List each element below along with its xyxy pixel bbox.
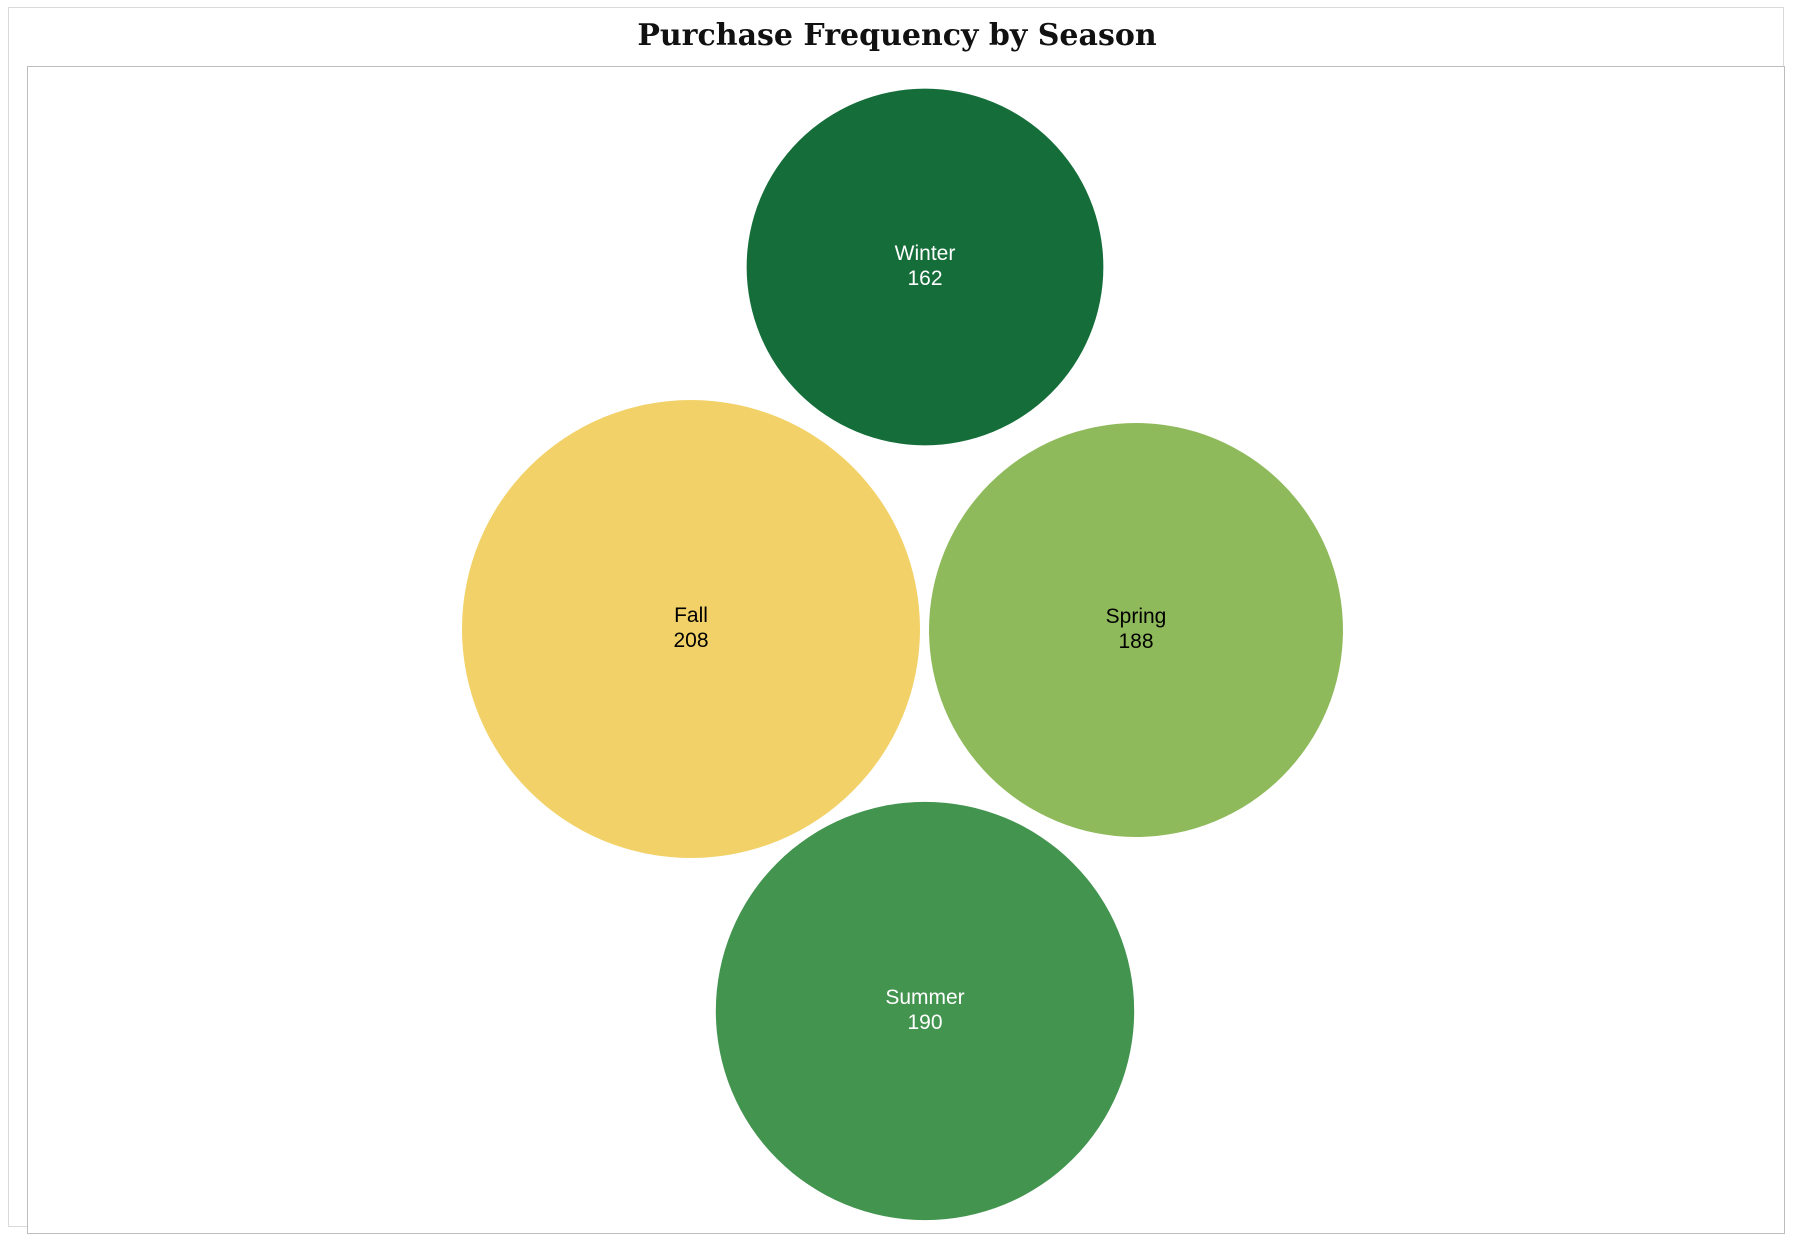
bubble-value-winter: 162 (907, 267, 942, 290)
bubble-value-fall: 208 (673, 629, 708, 652)
bubble-label-winter: Winter (895, 242, 956, 265)
plot-area: Winter 162 Fall 208 Spring 188 Summer 190 (27, 66, 1785, 1234)
bubble-value-summer: 190 (907, 1011, 942, 1034)
chart-title: Purchase Frequency by Season (0, 16, 1794, 56)
bubble-value-spring: 188 (1118, 630, 1153, 653)
bubble-label-spring: Spring (1106, 605, 1167, 628)
bubble-label-summer: Summer (885, 986, 964, 1009)
bubble-label-fall: Fall (674, 604, 708, 627)
